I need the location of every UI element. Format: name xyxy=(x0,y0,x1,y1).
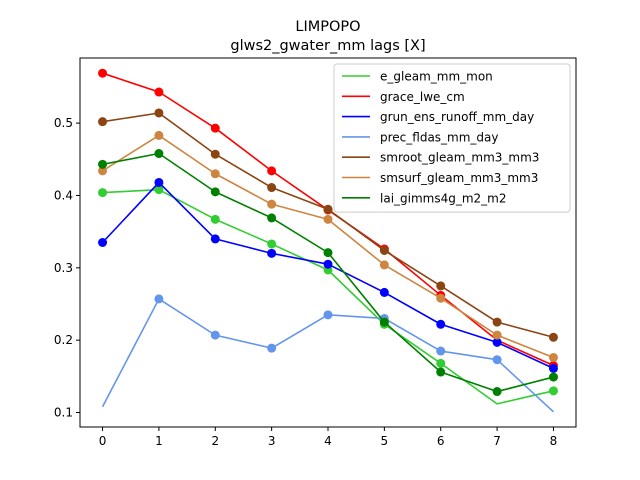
x-tick-label: 0 xyxy=(99,434,107,448)
data-point xyxy=(436,281,446,291)
y-tick-label: 0.4 xyxy=(54,188,73,202)
x-tick-label: 7 xyxy=(493,434,501,448)
data-point xyxy=(548,386,558,396)
data-point xyxy=(492,330,502,340)
data-point xyxy=(548,332,558,342)
data-point xyxy=(379,245,389,255)
series-lai_gimms4g_m2_m2 xyxy=(98,149,558,397)
legend-label: smroot_gleam_mm3_mm3 xyxy=(380,151,539,165)
data-point xyxy=(379,287,389,297)
y-tick-label: 0.2 xyxy=(54,333,73,347)
data-point xyxy=(98,166,108,176)
data-point xyxy=(154,108,164,118)
data-point xyxy=(98,117,108,127)
data-point xyxy=(379,317,389,327)
x-tick-label: 8 xyxy=(550,434,558,448)
series-grun_ens_runoff_mm_day xyxy=(98,177,558,373)
x-tick-label: 5 xyxy=(381,434,389,448)
data-point xyxy=(267,343,277,353)
data-point xyxy=(548,363,558,373)
data-point xyxy=(436,367,446,377)
series-layer xyxy=(98,68,558,413)
data-point xyxy=(436,319,446,329)
y-tick-label: 0.3 xyxy=(54,261,73,275)
data-point xyxy=(98,159,108,169)
data-point xyxy=(154,149,164,159)
data-point xyxy=(492,387,502,397)
data-point xyxy=(154,87,164,97)
data-point xyxy=(98,188,108,198)
series-smroot_gleam_mm3_mm3 xyxy=(98,108,558,342)
x-tick-label: 3 xyxy=(268,434,276,448)
data-point xyxy=(210,123,220,133)
x-tick-label: 2 xyxy=(211,434,219,448)
data-point xyxy=(323,259,333,269)
data-point xyxy=(323,310,333,320)
data-point xyxy=(154,130,164,140)
chart-subtitle: glws2_gwater_mm lags [X] xyxy=(230,38,425,54)
data-point xyxy=(210,169,220,179)
data-point xyxy=(154,294,164,304)
legend-label: grace_lwe_cm xyxy=(380,90,465,104)
y-tick-label: 0.5 xyxy=(54,116,73,130)
data-point xyxy=(492,355,502,365)
data-point xyxy=(548,372,558,382)
data-point xyxy=(210,149,220,159)
data-point xyxy=(98,68,108,78)
data-point xyxy=(210,234,220,244)
data-point xyxy=(267,213,277,223)
chart-title: LIMPOPO xyxy=(295,19,360,35)
legend-label: prec_fldas_mm_day xyxy=(380,130,499,144)
data-point xyxy=(98,238,108,247)
legend-box xyxy=(333,63,571,213)
data-point xyxy=(267,248,277,258)
data-point xyxy=(267,166,277,176)
legend-label: grun_ens_runoff_mm_day xyxy=(380,110,534,124)
legend: e_gleam_mm_mon grace_lwe_cm grun_ens_runof… xyxy=(333,63,571,213)
x-tick-label: 1 xyxy=(155,434,163,448)
data-point xyxy=(210,214,220,224)
legend-label: smsurf_gleam_mm3_mm3 xyxy=(380,171,538,185)
x-tick-label: 6 xyxy=(437,434,445,448)
data-point xyxy=(210,330,220,340)
data-point xyxy=(267,239,277,249)
data-point xyxy=(436,346,446,356)
data-point xyxy=(492,337,502,347)
data-point xyxy=(492,317,502,327)
data-point xyxy=(267,183,277,193)
series-smsurf_gleam_mm3_mm3 xyxy=(98,130,558,363)
data-point xyxy=(323,214,333,224)
x-tick-label: 4 xyxy=(324,434,332,448)
y-tick-label: 0.1 xyxy=(54,406,73,420)
data-point xyxy=(436,293,446,303)
data-point xyxy=(154,185,164,195)
legend-label: lai_gimms4g_m2_m2 xyxy=(380,191,507,205)
data-point xyxy=(436,358,446,368)
data-point xyxy=(323,248,333,258)
data-point xyxy=(210,187,220,197)
data-point xyxy=(154,177,164,187)
data-point xyxy=(323,204,333,214)
legend-label: e_gleam_mm_mon xyxy=(380,70,493,84)
data-point xyxy=(548,353,558,363)
axes-ticks: 0 1 2 3 4 5 6 7 8 0.1 0.2 0.3 0.4 0.5 xyxy=(54,116,557,448)
data-point xyxy=(379,260,389,270)
data-point xyxy=(267,199,277,209)
